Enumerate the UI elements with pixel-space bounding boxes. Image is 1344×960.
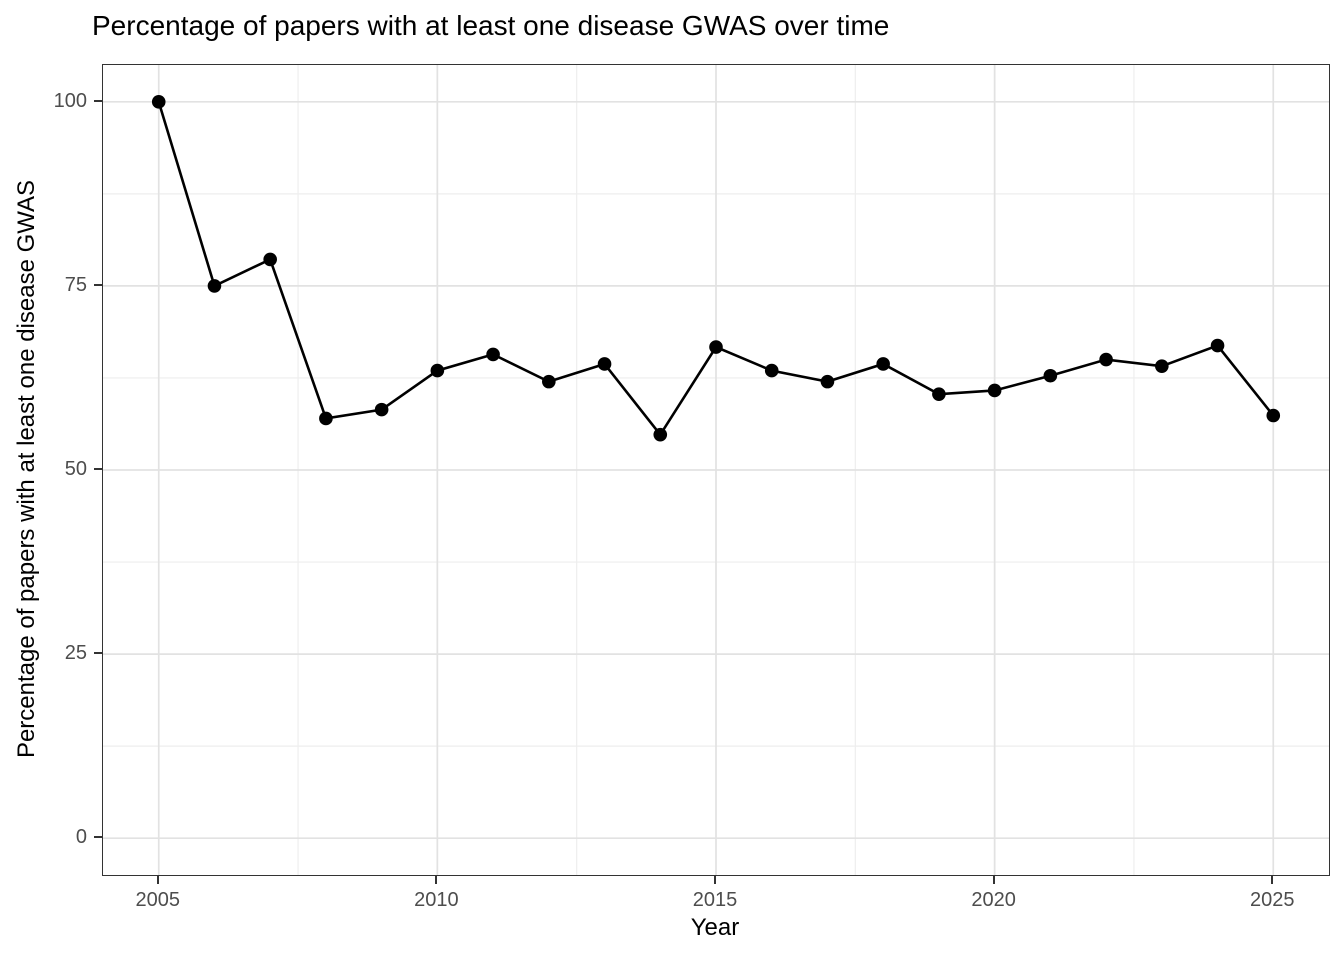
plot-panel: [102, 64, 1330, 876]
y-tick-label: 75: [64, 273, 87, 296]
x-axis-title: Year: [690, 914, 740, 941]
data-point: [1210, 338, 1225, 353]
data-point: [207, 279, 222, 293]
y-tick-mark: [94, 99, 102, 102]
data-point: [151, 95, 166, 109]
y-tick-mark: [94, 652, 102, 655]
x-tick-label: 2020: [971, 889, 1016, 911]
line-series-svg: [103, 65, 1329, 875]
x-tick-mark: [714, 875, 716, 884]
data-point: [932, 387, 946, 401]
chart-title: Percentage of papers with at least one d…: [92, 10, 890, 41]
y-tick-label: 0: [75, 826, 87, 849]
x-tick-label: 2005: [135, 889, 180, 911]
x-tick-mark: [435, 875, 438, 884]
x-tick-mark: [156, 875, 159, 884]
y-tick-mark: [94, 836, 102, 839]
data-point: [1155, 359, 1169, 373]
x-tick-mark: [1271, 875, 1274, 884]
y-tick-label: 25: [64, 642, 87, 665]
data-point: [374, 402, 389, 417]
data-point: [542, 374, 556, 389]
data-point: [597, 357, 612, 371]
data-point: [987, 383, 1002, 398]
y-tick-label: 100: [53, 89, 87, 112]
y-tick-mark: [94, 283, 102, 286]
data-point: [430, 363, 445, 378]
data-point: [709, 340, 723, 354]
data-point: [486, 347, 500, 362]
x-tick-label: 2010: [414, 889, 459, 911]
y-tick-label: 50: [64, 458, 87, 480]
data-point: [764, 363, 779, 378]
data-point: [820, 374, 835, 389]
x-tick-label: 2015: [692, 889, 738, 911]
data-point: [1043, 368, 1058, 383]
data-point: [263, 252, 277, 267]
data-point: [653, 427, 668, 442]
y-tick-mark: [94, 468, 102, 470]
data-point: [1266, 408, 1281, 423]
data-point: [1099, 352, 1113, 367]
x-tick-mark: [992, 875, 995, 884]
data-point: [876, 357, 890, 371]
data-point: [319, 411, 333, 426]
x-tick-label: 2025: [1250, 889, 1295, 911]
